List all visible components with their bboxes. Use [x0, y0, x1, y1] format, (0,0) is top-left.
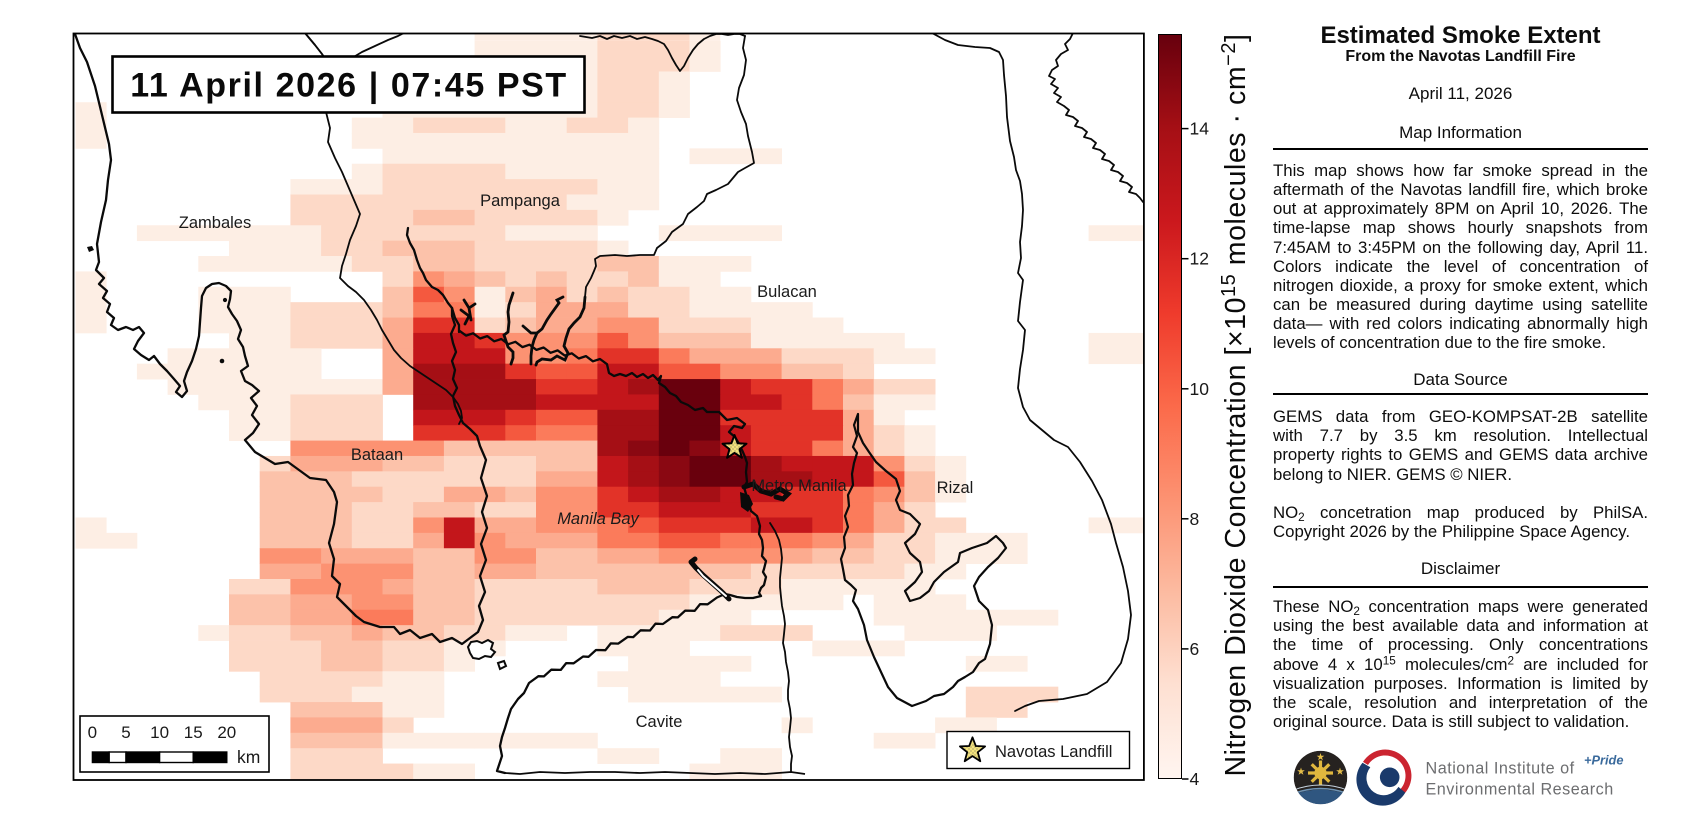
svg-text:Navotas Landfill: Navotas Landfill	[995, 743, 1112, 761]
svg-text:0: 0	[88, 723, 97, 742]
svg-text:Bulacan: Bulacan	[757, 283, 817, 301]
svg-text:20: 20	[217, 723, 236, 742]
svg-text:Rizal: Rizal	[937, 479, 974, 497]
svg-text:10: 10	[150, 723, 169, 742]
svg-text:km: km	[237, 747, 260, 767]
svg-text:5: 5	[121, 723, 130, 742]
svg-text:Bataan: Bataan	[351, 446, 403, 464]
svg-text:Environmental Research: Environmental Research	[1426, 781, 1614, 799]
svg-text:+Pride: +Pride	[1584, 753, 1623, 768]
svg-text:Cavite: Cavite	[636, 713, 683, 731]
svg-text:Pampanga: Pampanga	[480, 192, 561, 210]
svg-text:Manila Bay: Manila Bay	[557, 510, 640, 528]
svg-text:Zambales: Zambales	[179, 214, 251, 232]
svg-text:Metro Manila: Metro Manila	[751, 477, 847, 495]
svg-text:15: 15	[184, 723, 203, 742]
svg-text:11 April 2026 | 07:45 PST: 11 April 2026 | 07:45 PST	[130, 67, 568, 105]
svg-text:National Institute of: National Institute of	[1426, 760, 1575, 778]
